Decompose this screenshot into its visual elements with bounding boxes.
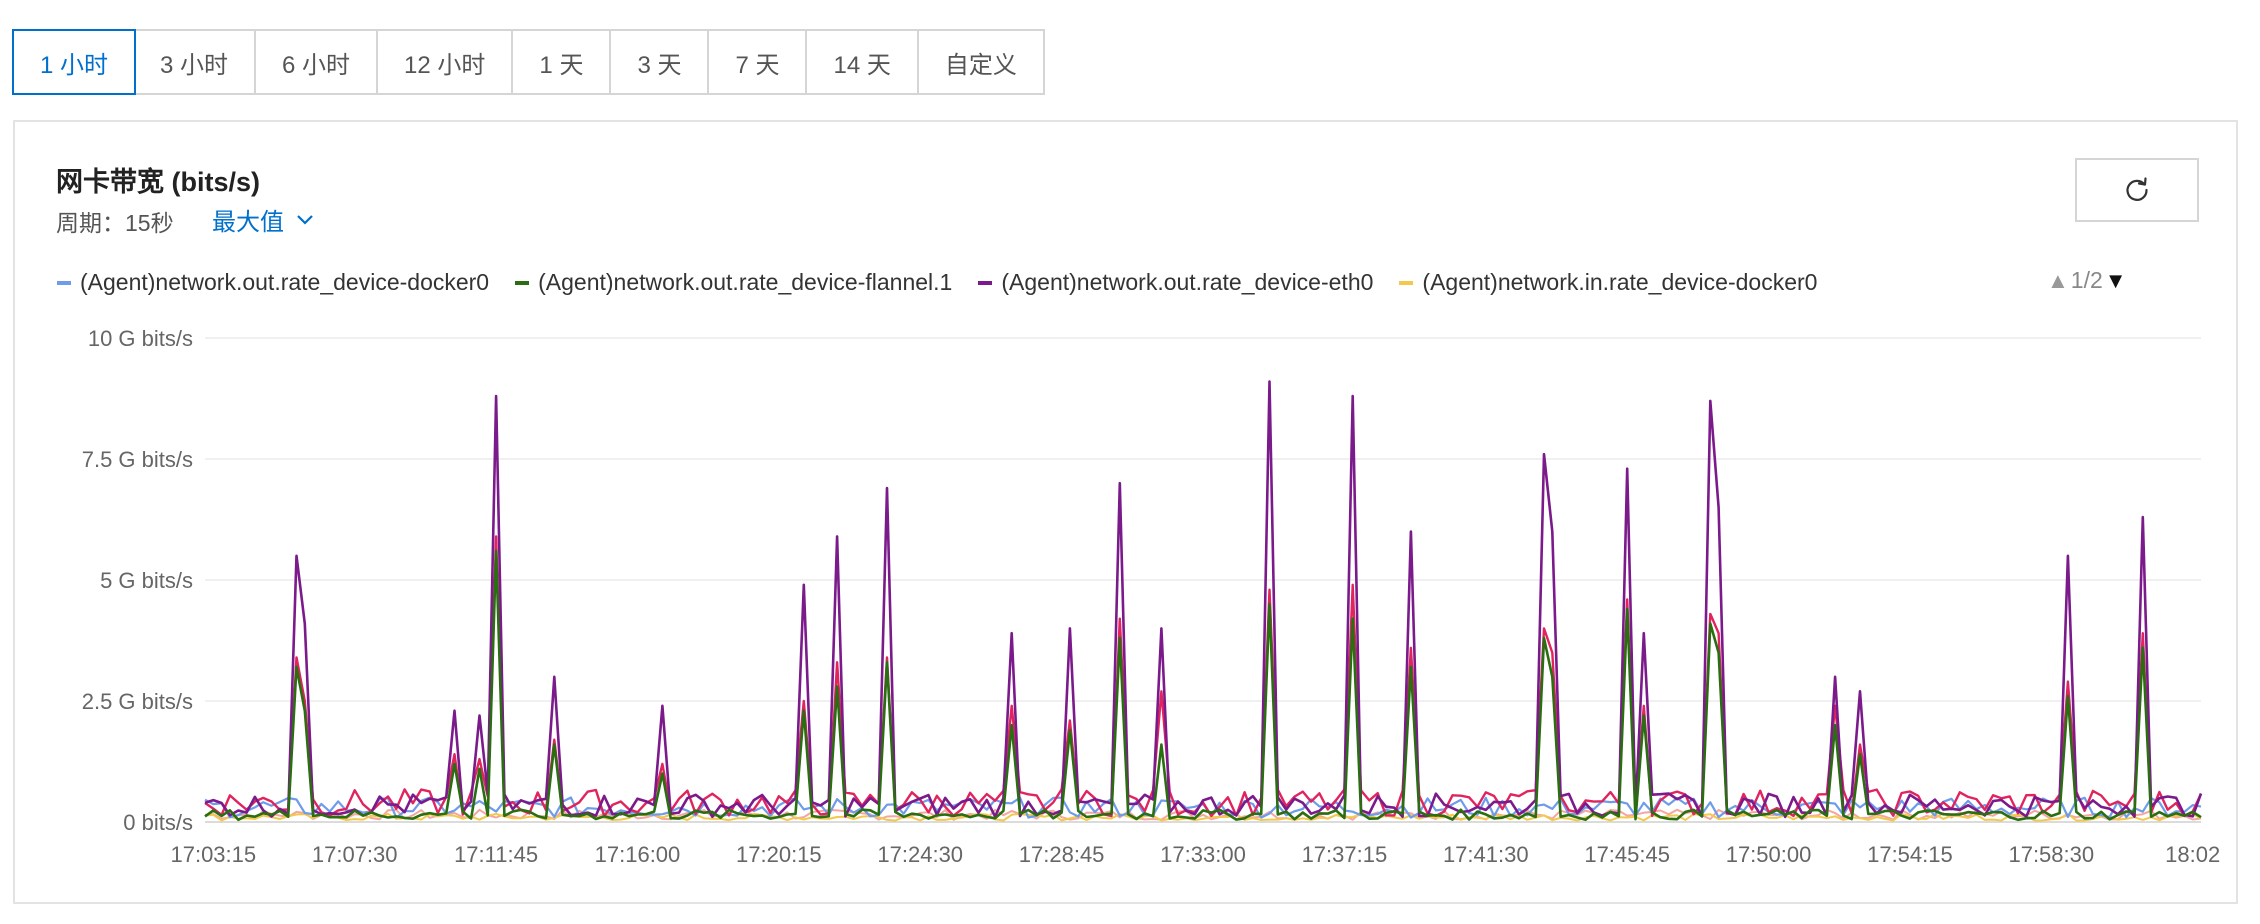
legend-swatch xyxy=(57,280,71,285)
x-tick-label: 17:37:15 xyxy=(1302,842,1388,867)
x-tick-label: 17:41:30 xyxy=(1443,842,1529,867)
refresh-button[interactable] xyxy=(2075,158,2199,222)
range-button-8[interactable]: 自定义 xyxy=(918,31,1043,93)
x-tick-label: 17:58:30 xyxy=(2008,842,2094,867)
aggregation-value: 最大值 xyxy=(212,209,284,236)
period-label: 周期：15秒 xyxy=(56,210,174,236)
refresh-icon xyxy=(2126,177,2148,201)
x-tick-label: 17:03:15 xyxy=(170,842,256,867)
line-chart: 10 G bits/s 7.5 G bits/s 5 G bits/s 2.5 G b… xyxy=(82,326,2220,867)
range-button-0[interactable]: 1 小时 xyxy=(12,29,137,95)
chevron-down-icon xyxy=(297,214,313,225)
legend-item[interactable]: (Agent)network.out.rate_device-docker0 xyxy=(57,269,489,296)
y-tick-label: 5 G bits/s xyxy=(100,568,193,593)
chart-title: 网卡带宽 (bits/s) xyxy=(56,167,261,197)
y-tick-label: 7.5 G bits/s xyxy=(82,447,193,472)
y-tick-label: 0 bits/s xyxy=(123,810,193,835)
x-tick-label: 17:54:15 xyxy=(1867,842,1953,867)
legend-swatch xyxy=(1399,280,1414,285)
range-button-3[interactable]: 12 小时 xyxy=(378,31,514,93)
series-line-eth0_out xyxy=(204,380,2203,819)
range-button-6[interactable]: 7 天 xyxy=(709,31,808,93)
x-tick-label: 17:50:00 xyxy=(1726,842,1812,867)
range-button-2[interactable]: 6 小时 xyxy=(256,31,379,93)
chart-legend: (Agent)network.out.rate_device-docker0 (A… xyxy=(57,269,1843,296)
x-tick-label: 17:07:30 xyxy=(312,842,398,867)
y-tick-label: 2.5 G bits/s xyxy=(82,689,193,714)
page-down-icon[interactable]: ▼ xyxy=(2104,267,2127,293)
legend-item[interactable]: (Agent)network.out.rate_device-flannel.1 xyxy=(515,269,952,296)
x-tick-label: 17:45:45 xyxy=(1584,842,1670,867)
page-up-icon[interactable]: ▲ xyxy=(2047,267,2069,293)
x-tick-label: 17:16:00 xyxy=(595,842,681,867)
legend-page-indicator: 1/2 xyxy=(2070,267,2103,293)
x-tick-label: 17:20:15 xyxy=(736,842,822,867)
x-tick-label: 17:28:45 xyxy=(1019,842,1105,867)
x-tick-label: 17:33:00 xyxy=(1160,842,1246,867)
legend-item[interactable]: (Agent)network.out.rate_device-eth0 xyxy=(978,269,1373,296)
x-tick-label: 18:02 xyxy=(2165,842,2220,867)
legend-swatch xyxy=(515,280,530,285)
range-button-1[interactable]: 3 小时 xyxy=(134,31,257,93)
series-line-flannel_out xyxy=(204,549,2202,822)
chart-panel: 网卡带宽 (bits/s) 周期：15秒 最大值 (Agent)network.… xyxy=(13,120,2238,904)
legend-label: (Agent)network.out.rate_device-flannel.1 xyxy=(538,269,953,295)
x-tick-label: 17:11:45 xyxy=(454,842,538,867)
legend-label: (Agent)network.out.rate_device-docker0 xyxy=(80,269,490,295)
y-tick-label: 10 G bits/s xyxy=(88,326,193,351)
legend-label: (Agent)network.in.rate_device-docker0 xyxy=(1422,269,1818,295)
legend-pager: ▲ 1/2 ▼ xyxy=(2047,267,2127,294)
aggregation-dropdown[interactable]: 最大值 xyxy=(212,202,314,237)
legend-label: (Agent)network.out.rate_device-eth0 xyxy=(1001,269,1374,295)
range-button-4[interactable]: 1 天 xyxy=(513,31,612,93)
range-button-5[interactable]: 3 天 xyxy=(611,31,710,93)
x-tick-label: 17:24:30 xyxy=(877,842,963,867)
range-button-7[interactable]: 14 天 xyxy=(807,31,919,93)
legend-swatch xyxy=(978,280,993,285)
legend-item[interactable]: (Agent)network.in.rate_device-docker0 xyxy=(1399,269,1817,296)
